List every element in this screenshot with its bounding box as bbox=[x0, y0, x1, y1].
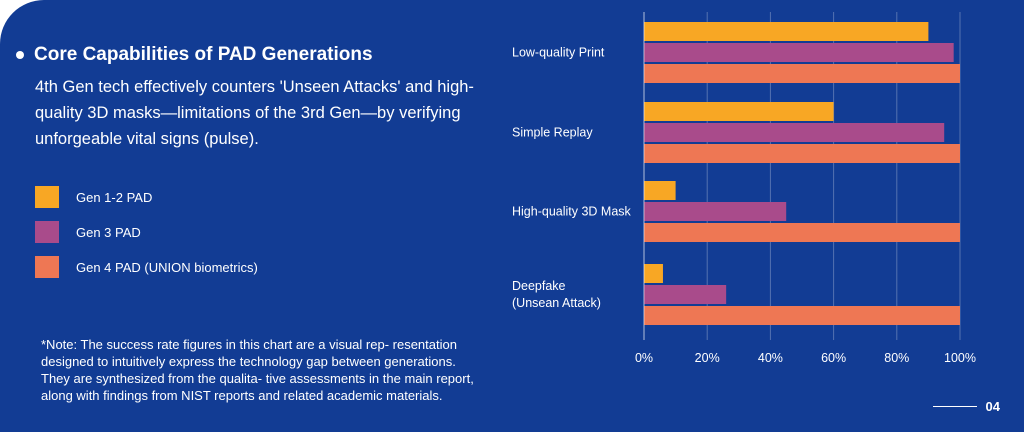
page-number-line bbox=[932, 406, 977, 407]
x-tick-label-1: 20% bbox=[695, 351, 720, 365]
bullet-dot-icon bbox=[16, 51, 24, 59]
footnote-text: *Note: The success rate figures in this … bbox=[41, 337, 474, 403]
bar-1-series-0 bbox=[644, 102, 834, 121]
x-tick-label-5: 100% bbox=[944, 351, 976, 365]
bar-1-series-2 bbox=[644, 144, 960, 163]
bar-3-series-0 bbox=[644, 264, 663, 283]
section-heading: Core Capabilities of PAD Generations bbox=[16, 44, 373, 66]
bar-2-series-0 bbox=[644, 181, 676, 200]
bar-0-series-1 bbox=[644, 43, 954, 62]
x-tick-label-4: 80% bbox=[884, 351, 909, 365]
bar-1-series-1 bbox=[644, 123, 945, 142]
legend-label-gen4: Gen 4 PAD (UNION biometrics) bbox=[76, 259, 258, 275]
category-label-3-1: (Unsean Attack) bbox=[512, 296, 601, 310]
chart-legend: Gen 1-2 PAD Gen 3 PAD Gen 4 PAD (UNION b… bbox=[35, 186, 258, 291]
page-number-text: 04 bbox=[985, 399, 1000, 414]
category-label-2-0: High-quality 3D Mask bbox=[512, 205, 632, 219]
bar-3-series-1 bbox=[644, 285, 727, 304]
category-label-0-0: Low-quality Print bbox=[512, 46, 605, 60]
x-tick-label-0: 0% bbox=[635, 351, 653, 365]
x-tick-label-2: 40% bbox=[758, 351, 783, 365]
legend-swatch-gen12 bbox=[35, 186, 59, 208]
legend-item-gen3: Gen 3 PAD bbox=[35, 221, 258, 243]
category-label-1-0: Simple Replay bbox=[512, 126, 593, 140]
legend-swatch-gen3 bbox=[35, 221, 59, 243]
x-tick-label-3: 60% bbox=[821, 351, 846, 365]
legend-item-gen4: Gen 4 PAD (UNION biometrics) bbox=[35, 256, 258, 278]
description-text: 4th Gen tech effectively counters 'Unsee… bbox=[35, 78, 474, 148]
bar-0-series-0 bbox=[644, 22, 929, 41]
legend-item-gen12: Gen 1-2 PAD bbox=[35, 186, 258, 208]
category-label-3-0: Deepfake bbox=[512, 279, 566, 293]
legend-swatch-gen4 bbox=[35, 256, 59, 278]
page-number: 04 bbox=[932, 399, 1000, 414]
legend-label-gen3: Gen 3 PAD bbox=[76, 224, 141, 240]
legend-label-gen12: Gen 1-2 PAD bbox=[76, 189, 153, 205]
bar-2-series-2 bbox=[644, 223, 960, 242]
bar-0-series-2 bbox=[644, 64, 960, 83]
heading-title: Core Capabilities of PAD Generations bbox=[34, 44, 373, 65]
bar-2-series-1 bbox=[644, 202, 787, 221]
bar-3-series-2 bbox=[644, 306, 960, 325]
